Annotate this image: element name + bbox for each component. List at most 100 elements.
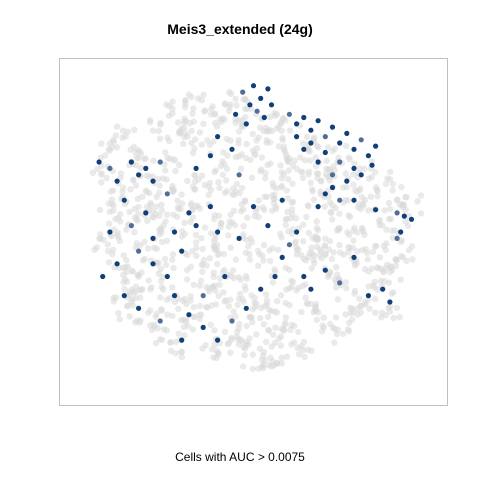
- background-cell-point: [335, 226, 342, 234]
- background-cell-point: [403, 194, 410, 201]
- background-cell-point: [110, 294, 117, 301]
- high-auc-cell-point: [233, 111, 239, 117]
- background-cell-point: [158, 283, 166, 291]
- background-cell-point: [137, 294, 144, 301]
- background-cell-point: [167, 339, 174, 346]
- background-cell-point: [215, 292, 222, 300]
- background-cell-point: [243, 322, 250, 330]
- background-cell-point: [154, 325, 161, 332]
- background-cell-point: [175, 330, 182, 337]
- background-cell-point: [277, 342, 285, 349]
- high-auc-cell-point: [136, 305, 142, 311]
- background-cell-point: [105, 200, 112, 207]
- background-cell-point: [392, 262, 400, 269]
- background-cell-point: [126, 313, 133, 320]
- background-cell-point: [215, 179, 222, 186]
- high-auc-cell-point: [337, 197, 343, 203]
- background-cell-point: [128, 267, 136, 274]
- background-cell-point: [383, 226, 390, 233]
- background-cell-point: [228, 334, 235, 342]
- background-cell-point: [217, 224, 224, 231]
- background-cell-point: [255, 134, 262, 141]
- background-cell-point: [274, 298, 281, 305]
- background-cell-point: [300, 140, 307, 147]
- background-cell-point: [365, 207, 372, 214]
- background-cell-point: [306, 148, 313, 155]
- background-cell-point: [225, 303, 232, 310]
- background-cell-point: [162, 167, 169, 174]
- background-cell-point: [213, 347, 221, 355]
- high-auc-cell-point: [215, 229, 221, 235]
- background-cell-point: [205, 191, 212, 199]
- background-cell-point: [389, 180, 397, 188]
- background-cell-point: [262, 291, 270, 298]
- high-auc-cell-point: [100, 273, 106, 280]
- background-cell-point: [236, 320, 243, 328]
- background-cell-point: [249, 351, 256, 358]
- background-cell-point: [321, 242, 328, 249]
- background-cell-point: [307, 157, 314, 164]
- background-cell-point: [305, 229, 312, 236]
- background-cell-point: [150, 157, 157, 164]
- background-cell-point: [386, 303, 394, 310]
- background-cell-point: [302, 281, 309, 288]
- background-cell-point: [246, 335, 253, 342]
- high-auc-cell-point: [265, 223, 271, 229]
- high-auc-cell-point: [322, 191, 328, 197]
- background-cell-point: [336, 210, 343, 217]
- background-cell-point: [354, 204, 362, 211]
- high-auc-cell-point: [171, 229, 178, 235]
- background-cell-point: [246, 256, 254, 263]
- background-cell-point: [174, 197, 181, 204]
- background-cell-point: [190, 304, 197, 311]
- high-auc-cell-point: [329, 184, 336, 191]
- background-cell-point: [253, 331, 260, 338]
- background-cell-point: [408, 243, 416, 250]
- background-cell-point: [386, 308, 394, 315]
- background-cell-point: [235, 128, 243, 135]
- high-auc-cell-point: [193, 165, 199, 171]
- background-cell-point: [109, 246, 117, 254]
- background-cell-point: [273, 111, 281, 118]
- background-cell-point: [278, 182, 285, 190]
- high-auc-cell-point: [369, 162, 375, 168]
- background-cell-point: [243, 140, 250, 148]
- high-auc-cell-point: [294, 134, 300, 140]
- background-cell-point: [176, 130, 183, 137]
- background-cell-point: [144, 217, 151, 224]
- background-cell-point: [365, 175, 373, 182]
- background-cell-point: [177, 205, 184, 213]
- background-cell-point: [293, 287, 300, 294]
- high-auc-cell-point: [358, 137, 364, 143]
- background-cell-point: [233, 102, 240, 109]
- background-cell-point: [242, 96, 249, 103]
- background-cell-point: [187, 297, 194, 304]
- background-cell-point: [242, 114, 249, 121]
- background-cell-point: [98, 140, 105, 147]
- background-cell-point: [176, 161, 183, 169]
- background-cell-point: [230, 275, 237, 282]
- background-cell-point: [352, 187, 359, 194]
- background-cell-point: [277, 292, 285, 299]
- background-cell-point: [172, 338, 180, 346]
- background-cell-point: [198, 141, 205, 148]
- background-cell-point: [142, 187, 149, 194]
- high-auc-cell-point: [243, 121, 249, 127]
- background-cell-point: [269, 207, 276, 214]
- background-cell-point: [237, 290, 244, 298]
- background-cell-point: [210, 273, 217, 280]
- background-cell-point: [267, 139, 274, 146]
- background-cell-point: [201, 224, 209, 231]
- background-cell-point: [103, 174, 110, 182]
- background-cell-point: [305, 168, 313, 175]
- background-cell-point: [158, 336, 166, 343]
- background-cell-point: [212, 119, 219, 127]
- background-cell-point: [312, 235, 319, 243]
- background-cell-point: [203, 303, 210, 311]
- background-cell-point: [199, 245, 206, 253]
- background-cell-point: [156, 135, 164, 142]
- background-cell-point: [129, 302, 137, 309]
- background-cell-point: [170, 264, 177, 272]
- background-cell-point: [268, 363, 275, 370]
- background-cell-point: [262, 175, 269, 182]
